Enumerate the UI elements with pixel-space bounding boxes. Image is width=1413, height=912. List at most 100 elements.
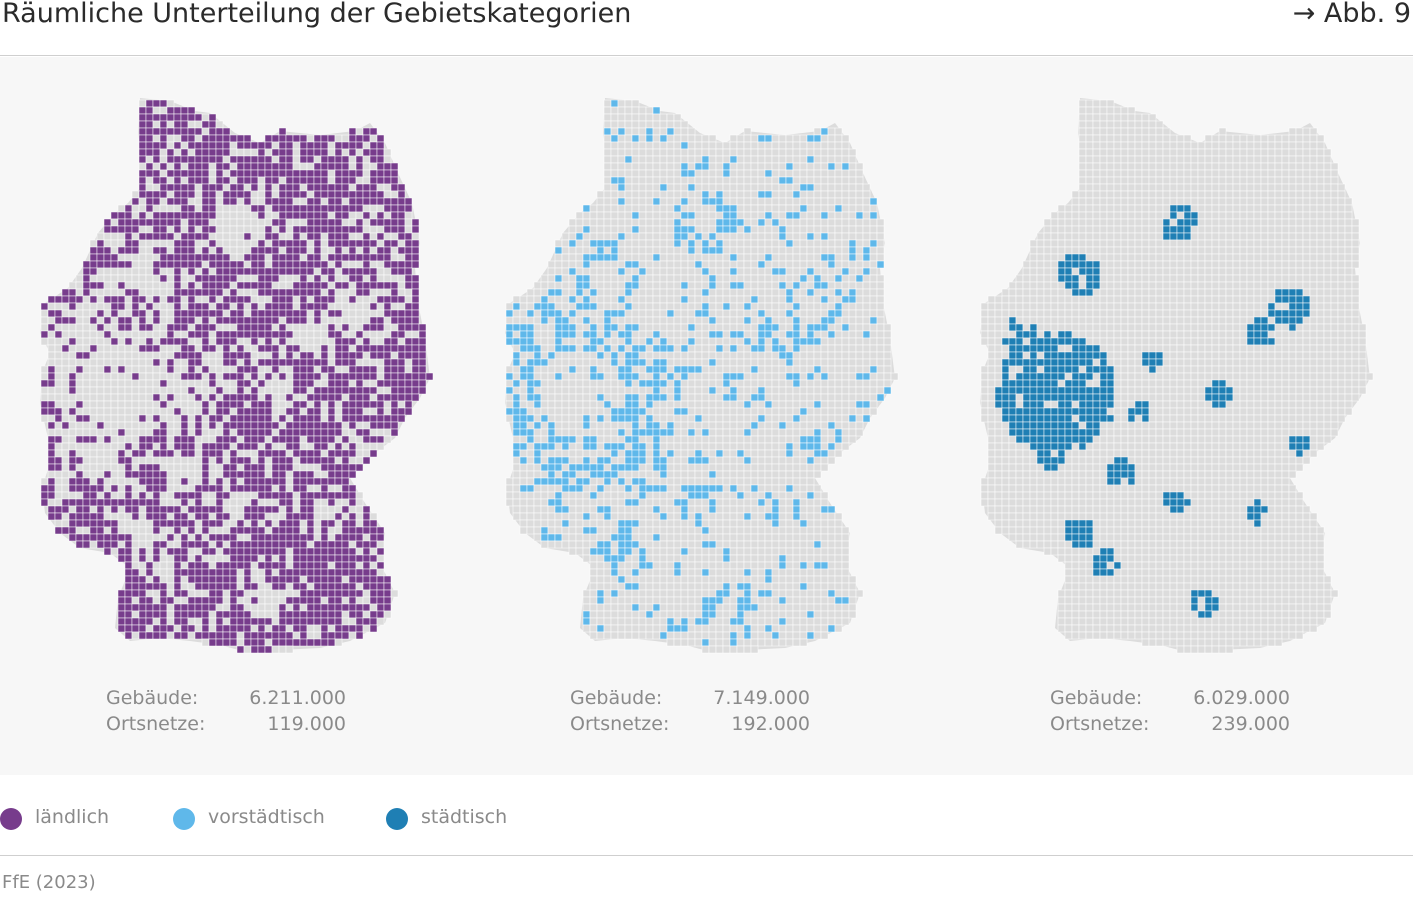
region-cell [166,274,175,283]
region-cell-highlighted [152,267,161,276]
region-cell-highlighted [194,162,203,171]
region-cell [68,365,77,374]
region-cell [785,155,794,164]
region-cell [799,281,808,290]
region-cell [841,365,850,374]
region-cell [250,624,259,633]
region-cell [582,267,591,276]
region-cell [271,211,280,220]
region-cell-highlighted [327,253,336,262]
region-cell [355,337,364,346]
region-cell-highlighted [792,302,801,311]
region-cell [617,288,626,297]
region-cell-highlighted [236,407,245,416]
region-cell-highlighted [138,190,147,199]
region-cell-highlighted [327,421,336,430]
region-cell [771,274,780,283]
region-cell-highlighted [236,190,245,199]
region-cell-highlighted [110,211,119,220]
region-cell [687,155,696,164]
region-cell [876,337,885,346]
region-cell [341,512,350,521]
region-cell [222,617,231,626]
region-cell-highlighted [124,575,133,584]
region-cell-highlighted [362,344,371,353]
region-cell-highlighted [201,610,210,619]
region-cell [243,274,252,283]
region-cell-highlighted [194,631,203,640]
region-cell [285,365,294,374]
region-cell [575,260,584,269]
region-cell-highlighted [110,337,119,346]
region-cell-highlighted [334,582,343,591]
region-cell-highlighted [383,582,392,591]
region-cell-highlighted [285,617,294,626]
region-cell [750,211,759,220]
region-cell [194,190,203,199]
region-cell [68,323,77,332]
region-cell-highlighted [334,197,343,206]
region-cell [603,351,612,360]
region-cell-highlighted [376,169,385,178]
region-cell [54,393,63,402]
region-cell-highlighted [383,337,392,346]
region-cell [131,344,140,353]
region-cell-highlighted [285,260,294,269]
region-cell [687,274,696,283]
region-cell [131,337,140,346]
region-cell-highlighted [201,330,210,339]
region-cell [82,302,91,311]
region-cell [862,323,871,332]
region-cell-highlighted [180,421,189,430]
region-cell [250,589,259,598]
region-cell [110,288,119,297]
region-cell-highlighted [348,624,357,633]
region-cell-highlighted [264,372,273,381]
region-cell [236,505,245,514]
region-cell [376,554,385,563]
region-cell [701,358,710,367]
region-cell [652,337,661,346]
region-cell [173,477,182,486]
region-cell [645,323,654,332]
region-cell [764,204,773,213]
region-cell [306,540,315,549]
region-cell [624,183,633,192]
region-cell-highlighted [215,449,224,458]
region-cell-highlighted [229,554,238,563]
region-cell-highlighted [299,456,308,465]
region-cell [369,379,378,388]
region-cell [103,351,112,360]
region-cell-highlighted [687,169,696,178]
region-cell [257,337,266,346]
region-cell-highlighted [257,435,266,444]
region-cell-highlighted [229,260,238,269]
region-cell-highlighted [376,610,385,619]
region-cell [173,134,182,143]
region-cell-highlighted [208,442,217,451]
region-cell [271,589,280,598]
region-cell-highlighted [369,533,378,542]
region-cell [603,274,612,283]
region-cell [750,225,759,234]
region-cell [575,316,584,325]
region-cell [589,232,598,241]
region-cell [173,498,182,507]
region-cell [554,253,563,262]
region-cell-highlighted [369,414,378,423]
region-cell [341,260,350,269]
region-cell [250,568,259,577]
region-cell-highlighted [757,323,766,332]
region-cell [743,274,752,283]
region-cell-highlighted [680,281,689,290]
region-cell-highlighted [145,197,154,206]
region-cell-highlighted [341,351,350,360]
region-cell-highlighted [166,505,175,514]
region-cell-highlighted [827,309,836,318]
region-cell [152,442,161,451]
region-cell [341,246,350,255]
region-cell-highlighted [222,358,231,367]
region-cell [75,428,84,437]
region-cell-highlighted [159,582,168,591]
region-cell-highlighted [362,288,371,297]
